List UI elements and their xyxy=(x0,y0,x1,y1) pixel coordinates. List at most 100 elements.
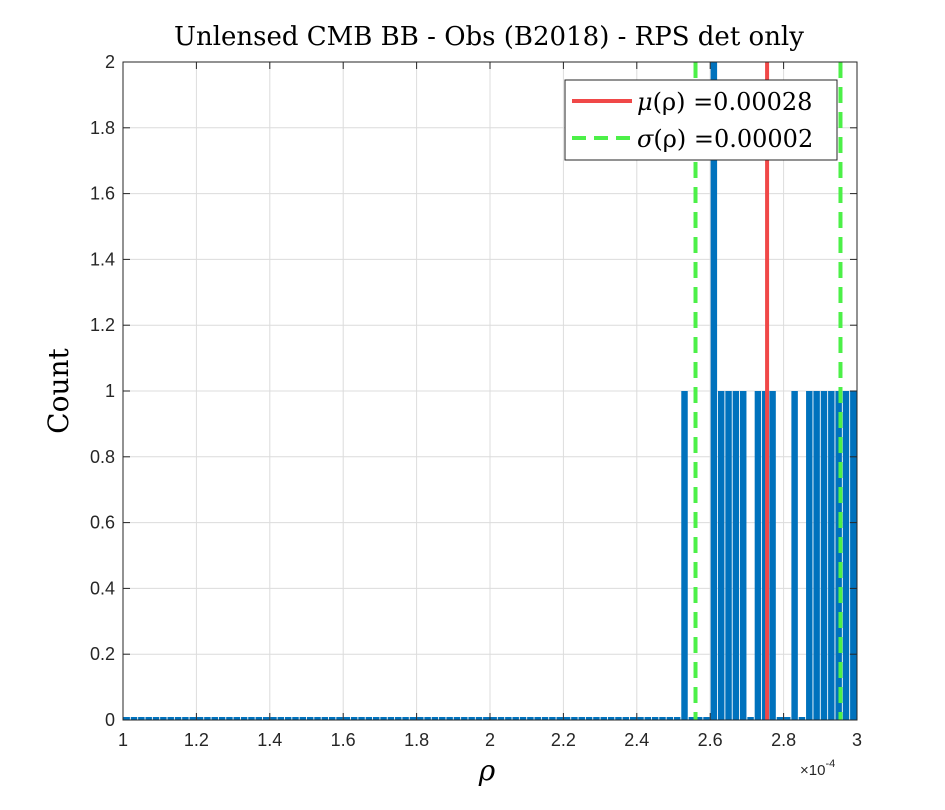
y-tick-label: 0.4 xyxy=(90,578,115,598)
histogram-bar xyxy=(218,717,226,720)
histogram-bar xyxy=(769,391,776,720)
histogram-bar xyxy=(328,717,336,720)
histogram-bar xyxy=(828,391,835,720)
histogram-bar xyxy=(189,717,196,720)
histogram-bar xyxy=(240,717,248,720)
legend-box xyxy=(564,79,838,161)
x-tick-label: 1 xyxy=(118,730,128,750)
histogram-bar xyxy=(255,717,263,720)
histogram-bar xyxy=(343,717,351,720)
x-exponent-base: ×10 xyxy=(800,762,825,779)
histogram-bar xyxy=(703,717,710,720)
histogram-bar xyxy=(651,717,659,720)
histogram-bar xyxy=(629,717,637,720)
histogram-bar xyxy=(784,717,791,720)
x-tick-label: 2.2 xyxy=(551,730,576,750)
histogram-bar xyxy=(556,717,563,720)
histogram-bar xyxy=(262,717,270,720)
histogram-bar xyxy=(637,717,644,720)
histogram-bar xyxy=(387,717,395,720)
histogram-bar xyxy=(277,717,285,720)
histogram-bar xyxy=(417,717,424,720)
histogram-bar xyxy=(306,717,314,720)
histogram-bar xyxy=(483,717,490,720)
histogram-bar xyxy=(226,717,233,720)
y-tick-label: 1.4 xyxy=(90,249,115,269)
histogram-bar xyxy=(395,717,402,720)
histogram-bar xyxy=(160,717,167,720)
histogram-bar xyxy=(666,717,674,720)
histogram-bar xyxy=(167,717,174,720)
histogram-bar xyxy=(791,391,798,720)
histogram-bar xyxy=(468,717,475,720)
histogram-bar xyxy=(681,391,688,720)
histogram-bar xyxy=(446,717,453,720)
legend: μ(ρ) =0.00028 σ(ρ) =0.00002 xyxy=(564,79,838,161)
x-tick-label: 2.4 xyxy=(624,730,649,750)
histogram-bar xyxy=(607,717,615,720)
histogram-bar xyxy=(600,717,607,720)
histogram-bar xyxy=(373,717,380,720)
histogram-bar xyxy=(835,391,842,720)
histogram-bar xyxy=(321,717,329,720)
histogram-bar xyxy=(196,717,204,720)
histogram-bar xyxy=(292,717,299,720)
x-tick-label: 2 xyxy=(485,730,495,750)
y-tick-label: 0.8 xyxy=(90,447,115,467)
histogram-bar xyxy=(688,717,696,720)
histogram-bar xyxy=(673,717,681,720)
grid-lines xyxy=(122,61,858,721)
histogram-bar xyxy=(549,717,556,720)
chart-title: Unlensed CMB BB - Obs (B2018) - RPS det … xyxy=(174,22,804,52)
y-axis-ticks: 0 0.2 0.4 0.6 0.8 1 1.2 1.4 1.6 1.8 2 xyxy=(90,52,857,730)
histogram-bar xyxy=(505,717,512,720)
histogram-bar xyxy=(174,717,182,720)
histogram-bars xyxy=(123,62,857,720)
histogram-bar xyxy=(461,717,468,720)
histogram-bar xyxy=(431,717,439,720)
histogram-bar xyxy=(402,717,409,720)
y-tick-label: 0.2 xyxy=(90,644,115,664)
histogram-bar xyxy=(593,717,600,720)
x-exponent-label: ×10-4 xyxy=(800,758,835,779)
y-tick-label: 0.6 xyxy=(90,513,115,533)
legend-symbol-mean: μ xyxy=(637,88,653,116)
x-tick-label: 1.2 xyxy=(184,730,209,750)
legend-text-mean: (ρ) =0.00028 xyxy=(653,88,813,116)
y-tick-label: 2 xyxy=(105,52,115,72)
x-exponent-power: -4 xyxy=(825,758,835,770)
legend-entry-mean: μ(ρ) =0.00028 xyxy=(637,88,812,116)
histogram-bar xyxy=(585,717,593,720)
histogram-bar xyxy=(806,391,813,720)
histogram-bar xyxy=(211,717,218,720)
y-tick-label: 1.2 xyxy=(90,315,115,335)
x-tick-label: 2.6 xyxy=(698,730,723,750)
histogram-bar xyxy=(152,717,160,720)
histogram-bar xyxy=(512,717,519,720)
legend-text-sigma: (ρ) =0.00002 xyxy=(653,125,813,153)
y-tick-label: 0 xyxy=(105,710,115,730)
histogram-bar xyxy=(182,717,189,720)
histogram-bar xyxy=(497,717,505,720)
histogram-bar xyxy=(123,717,130,720)
histogram-bar xyxy=(747,717,754,720)
statistic-lines xyxy=(693,62,843,720)
y-tick-label: 1 xyxy=(105,381,115,401)
histogram-bar xyxy=(299,717,307,720)
histogram-bar xyxy=(776,717,784,720)
histogram-bar xyxy=(365,717,373,720)
histogram-bar xyxy=(145,717,152,720)
histogram-bar xyxy=(541,717,549,720)
y-tick-label: 1.6 xyxy=(90,184,115,204)
histogram-bar xyxy=(695,717,703,720)
histogram-bar xyxy=(725,391,732,720)
histogram-bar xyxy=(740,391,747,720)
histogram-bar xyxy=(644,717,652,720)
histogram-bar xyxy=(563,717,571,720)
histogram-bar xyxy=(813,391,820,720)
legend-entry-sigma: σ(ρ) =0.00002 xyxy=(637,125,813,153)
histogram-bar xyxy=(138,717,145,720)
histogram-bar xyxy=(527,717,534,720)
histogram-bar xyxy=(380,717,387,720)
